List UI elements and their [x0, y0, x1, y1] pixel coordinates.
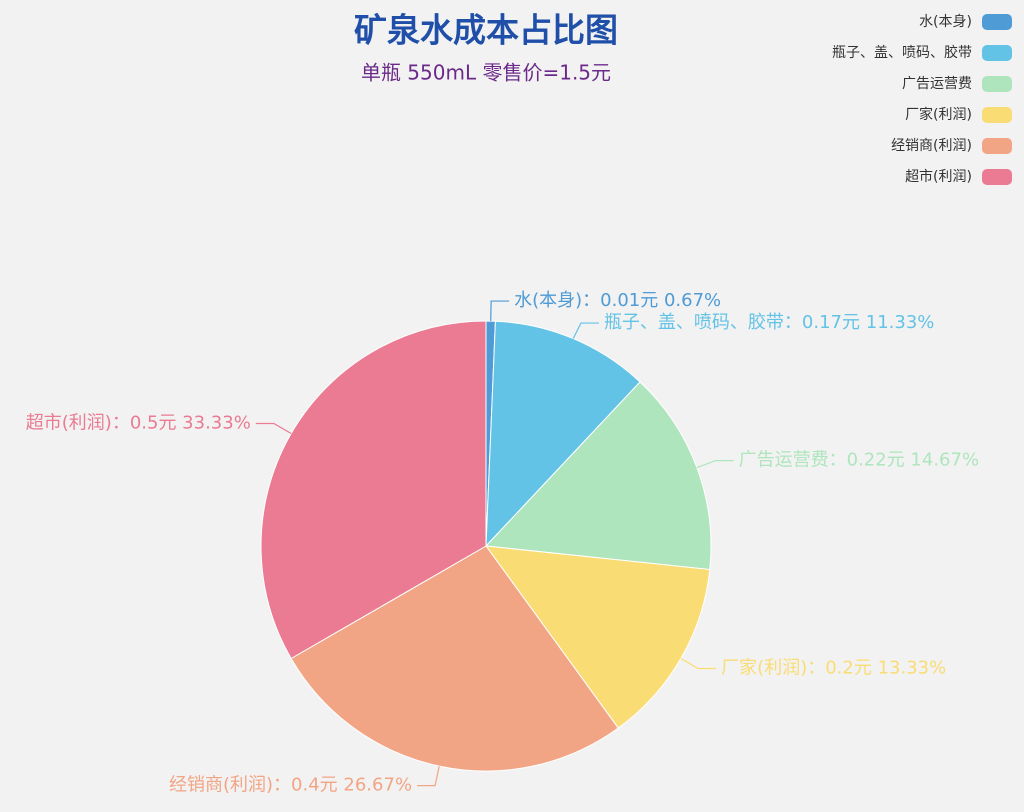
- legend-label: 厂家(利润): [905, 106, 972, 123]
- pie-slice: [484, 381, 712, 571]
- data-label: 水(本身)：0.01元 0.67%: [514, 290, 721, 311]
- label-leader: [572, 322, 599, 339]
- label-leader: [696, 459, 734, 469]
- legend-swatch: [982, 76, 1012, 92]
- legend-swatch: [982, 107, 1012, 123]
- label-leader: [680, 657, 717, 670]
- data-label: 广告运营费：0.22元 14.67%: [739, 450, 979, 471]
- legend-swatch: [982, 14, 1012, 30]
- legend-label: 广告运营费: [902, 76, 972, 92]
- legend-label: 经销商(利润): [891, 138, 972, 154]
- label-leader: [255, 422, 292, 435]
- legend-label: 超市(利润): [905, 168, 972, 185]
- data-label: 经销商(利润)：0.4元 26.67%: [169, 775, 412, 796]
- pie-slice: [485, 320, 641, 548]
- chart-subtitle: 单瓶 550mL 零售价=1.5元: [361, 61, 611, 85]
- label-leader: [417, 765, 440, 787]
- legend-swatch: [982, 169, 1012, 185]
- legend-swatch: [982, 138, 1012, 154]
- legend-label: 瓶子、盖、喷码、胶带: [832, 44, 972, 61]
- chart-title: 矿泉水成本占比图: [354, 11, 618, 50]
- data-label: 厂家(利润)：0.2元 13.33%: [721, 658, 946, 679]
- data-label: 超市(利润)：0.5元 33.33%: [26, 413, 251, 434]
- data-label: 瓶子、盖、喷码、胶带：0.17元 11.33%: [604, 312, 934, 333]
- legend-swatch: [982, 45, 1012, 61]
- pie-slice: [484, 545, 711, 729]
- label-leader: [490, 300, 510, 322]
- pie-slice: [290, 545, 619, 772]
- legend-label: 水(本身): [919, 14, 972, 30]
